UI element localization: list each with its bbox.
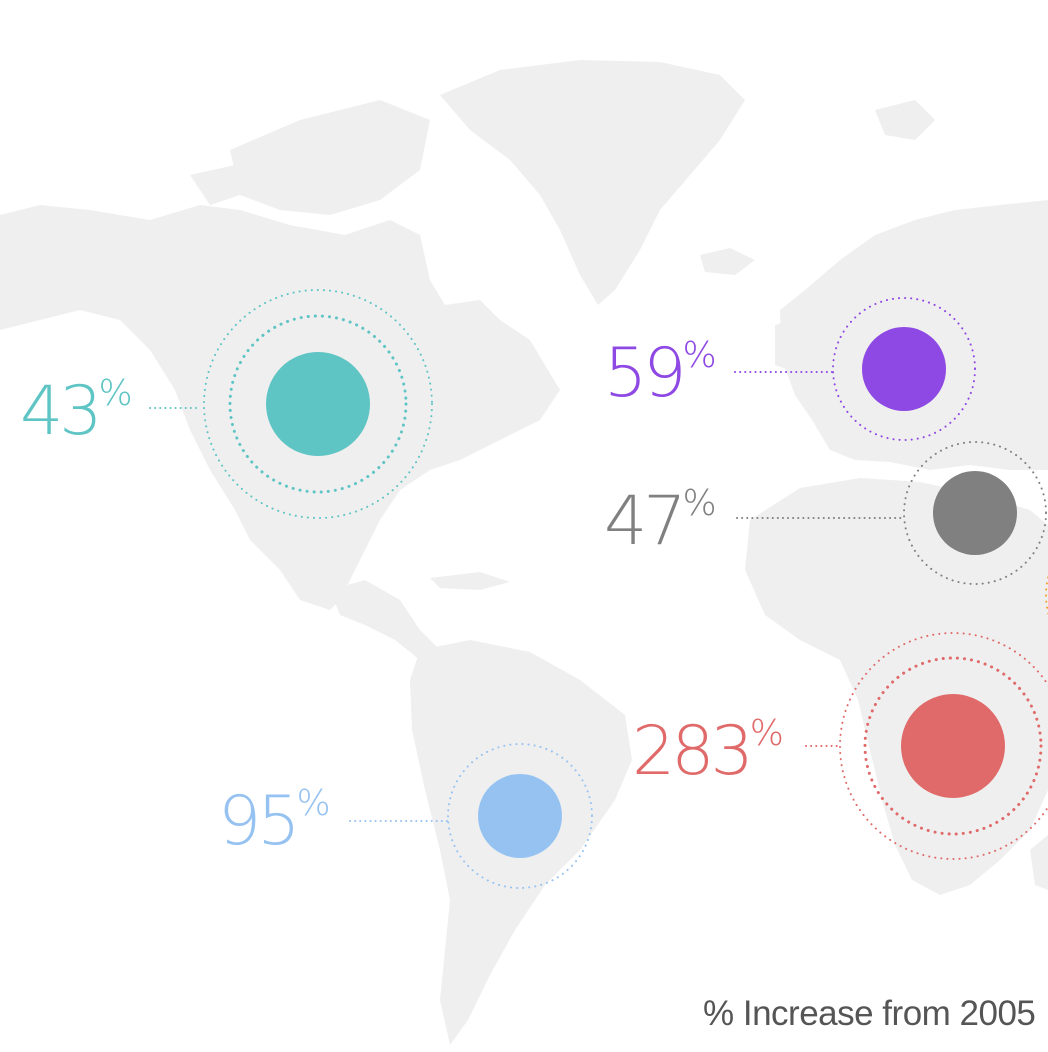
dotted-ring-1 [832,297,976,441]
landmass-arctic-islands-west [190,165,240,205]
percent-label-north-america: 43% [20,376,133,446]
dotted-ring-1 [903,441,1047,585]
landmass-british-isles [775,318,808,372]
landmass-madagascar [1030,835,1048,890]
marker-middle-east [736,441,1047,585]
percent-label-africa: 283% [632,716,784,786]
dotted-ring-1 [863,656,1043,836]
percent-label-europe: 59% [604,338,717,408]
landmass-greenland [440,60,745,305]
landmass-arctic-islands [230,100,430,215]
region-dot [901,694,1005,798]
region-dot [478,774,562,858]
dotted-ring-1 [228,314,408,494]
percent-value: 95 [218,782,301,861]
region-dot [266,352,370,456]
dotted-ring-1 [447,743,593,889]
region-markers [149,289,1048,889]
region-dot [862,327,946,411]
marker-north-america [149,289,433,519]
percent-sign: % [682,335,717,376]
landmass-central-america [330,580,440,660]
percent-sign: % [98,373,133,414]
marker-europe [734,297,976,441]
percent-value: 59 [604,334,687,413]
percent-sign: % [296,783,331,824]
percent-label-middle-east: 47% [604,486,717,556]
region-dot [933,471,1017,555]
percent-value: 47 [604,482,687,561]
dotted-ring-2 [839,632,1048,860]
percent-value: 43 [20,372,103,451]
percent-label-south-america: 95% [218,786,331,856]
landmass-iceland [700,248,755,275]
partial-marker-ring [1045,574,1048,616]
marker-africa [805,632,1048,860]
land-masses [0,60,1048,1045]
footnote: % Increase from 2005 [703,994,1036,1033]
landmass-caribbean [430,572,510,590]
percent-sign: % [749,713,785,754]
dotted-ring-2 [203,289,433,519]
percent-sign: % [682,483,717,524]
landmass-svalbard [875,100,935,140]
marker-south-america [349,743,593,889]
percent-value: 283 [632,712,754,791]
